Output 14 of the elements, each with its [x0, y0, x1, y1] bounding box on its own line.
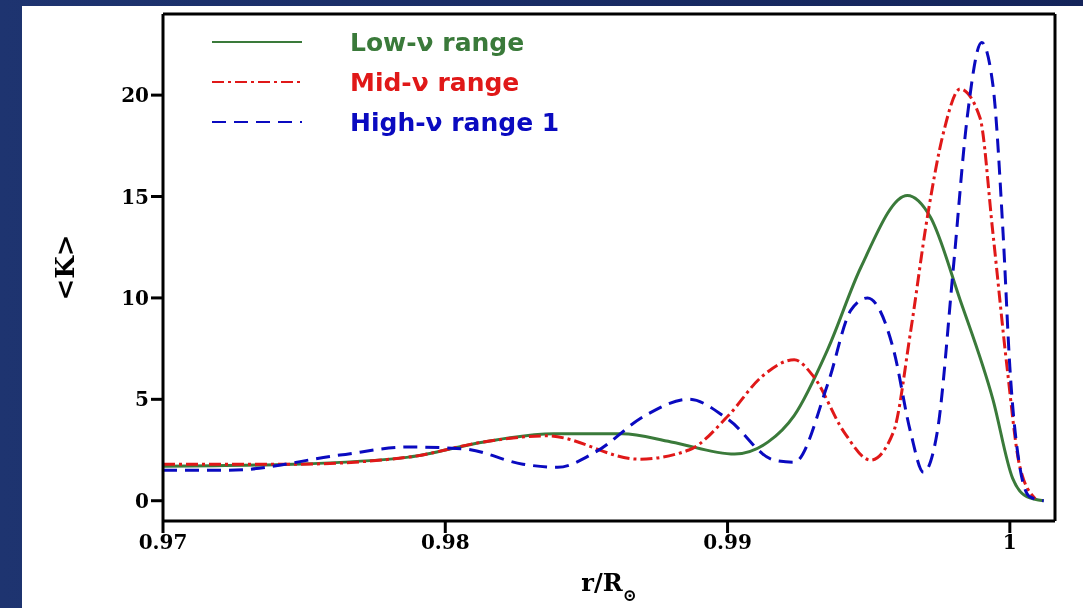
x-tick-label: 0.99	[703, 530, 752, 555]
y-tick-label: 10	[121, 286, 149, 311]
x-tick-label: 1	[1002, 530, 1017, 555]
y-tick-label: 20	[121, 83, 149, 108]
y-tick-label: 0	[135, 488, 149, 513]
x-axis-title: r/R$_{⊙}$	[581, 568, 637, 605]
x-tick-label: 0.98	[420, 530, 470, 555]
legend-label: Low-ν range	[350, 27, 525, 57]
y-tick-label: 5	[135, 387, 149, 412]
legend-label: Mid-ν range	[350, 67, 520, 97]
y-tick-label: 15	[121, 184, 149, 209]
legend-label: High-ν range 1	[350, 107, 560, 137]
y-axis-title: <K>	[50, 234, 80, 301]
x-tick-label: 0.97	[138, 530, 188, 555]
